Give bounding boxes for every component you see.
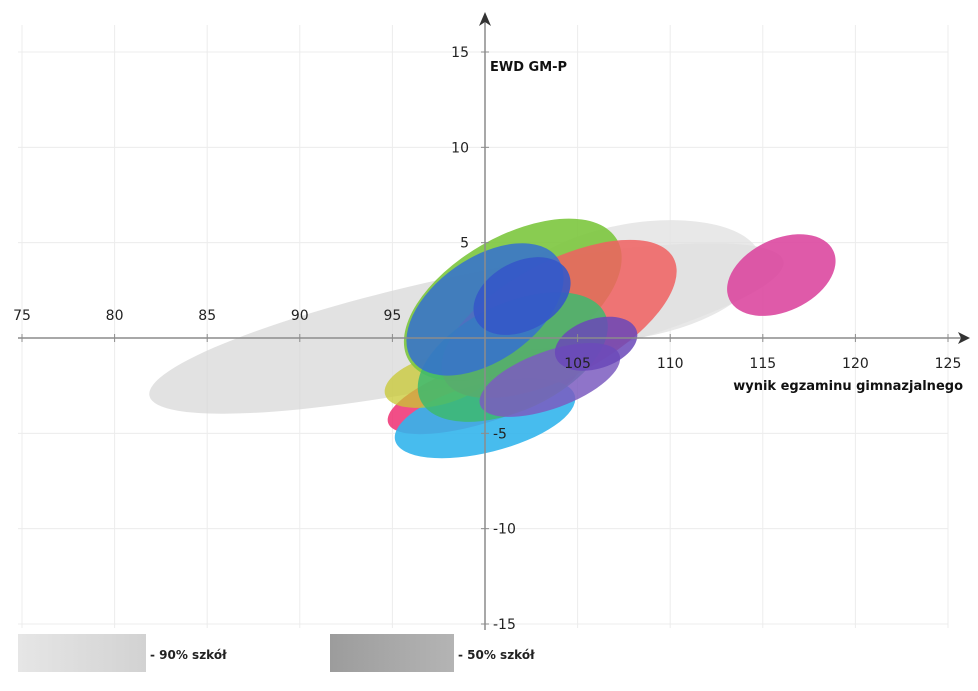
x-tick-label: 80: [106, 308, 124, 324]
regions: [149, 218, 836, 459]
tick-labels: 75 80 85 90 95 105 110 115 120 125 -15 -10 -5 5 10 15: [13, 45, 961, 633]
x-tick-label: 85: [198, 308, 216, 324]
y-tick-label: -5: [493, 426, 507, 442]
legend-swatch-50: [330, 634, 454, 672]
x-tick-label: 120: [842, 356, 869, 372]
legend-swatch-90: [18, 634, 146, 672]
region-ellipse: [727, 234, 836, 316]
x-tick-label: 115: [749, 356, 776, 372]
x-axis-arrow-icon: [958, 332, 970, 344]
y-tick-label: -10: [493, 522, 516, 538]
y-axis-arrow-icon: [479, 12, 491, 26]
x-tick-label: 95: [383, 308, 401, 324]
region-ellipse: [554, 316, 638, 371]
region-ellipse: [473, 257, 571, 335]
legend-label-50: - 50% szkół: [458, 648, 535, 662]
legend: - 90% szkół - 50% szkół: [18, 634, 535, 672]
y-tick-label: 15: [451, 45, 469, 61]
x-tick-label: 125: [935, 356, 962, 372]
x-tick-label: 105: [564, 356, 591, 372]
y-tick-label: 10: [451, 140, 469, 156]
y-tick-label: -15: [493, 617, 516, 633]
x-axis-title: wynik egzaminu gimnazjalnego: [733, 379, 963, 394]
x-tick-label: 75: [13, 308, 31, 324]
x-tick-label: 90: [291, 308, 309, 324]
x-tick-label: 110: [657, 356, 684, 372]
y-tick-label: 5: [460, 236, 469, 252]
legend-label-90: - 90% szkół: [150, 648, 227, 662]
y-axis-title: EWD GM-P: [490, 60, 567, 75]
